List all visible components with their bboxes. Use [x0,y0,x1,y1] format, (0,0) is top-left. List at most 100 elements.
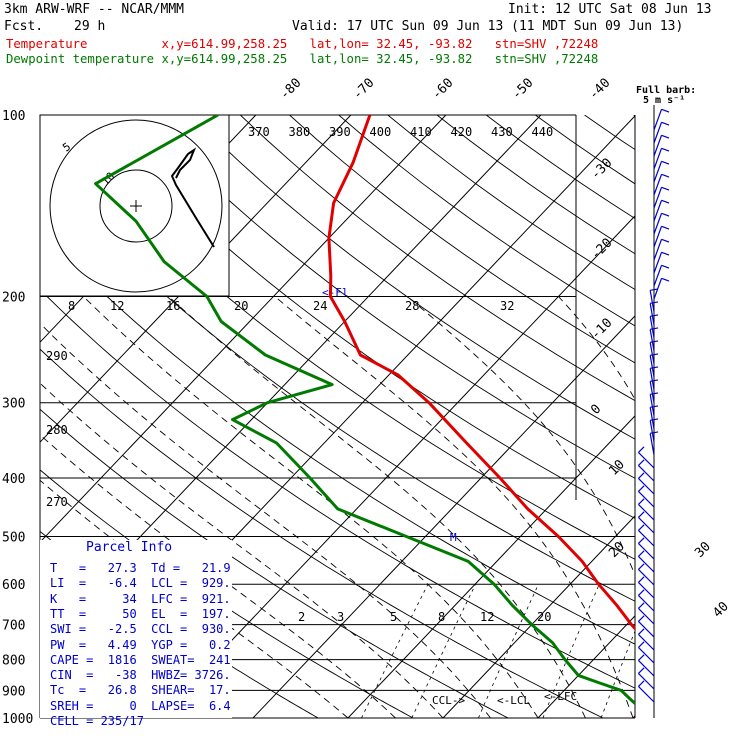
wind-scale-label: 28 [405,299,419,313]
wind-barb [638,459,655,482]
mixing-ratio-label: 2 [298,610,305,624]
isotherm-label: 30 [692,539,714,561]
parcel-info-row: Tc = 26.8 SHEAR= 17. [50,683,231,698]
wind-barb [649,327,659,352]
moist-adiabat [40,382,444,718]
wind-barb [638,550,655,573]
wind-barb [653,212,670,235]
dry-adiabat [141,115,635,479]
theta-label: 420 [451,125,473,139]
lfc-marker: <-LFC [544,690,577,703]
theta-label: 380 [289,125,311,139]
wind-barb [638,680,655,703]
wind-barb [653,134,670,157]
wind-barb [653,238,670,261]
isotherm-label: 10 [606,457,628,479]
parcel-panel-bg [40,540,232,718]
wind-barb [638,485,655,508]
mixing-ratio-label: 8 [438,610,445,624]
wind-barb [649,431,659,456]
dry-adiabat [289,115,635,364]
wind-barb [653,160,670,183]
wind-barb [649,392,659,417]
dewpoint-profile [94,115,635,706]
parcel-info-row: LI = -6.4 LCL = 929. [50,576,231,591]
moist-adiabat [407,296,635,577]
wind-barb [653,108,670,131]
wind-barb [638,472,655,495]
moist-adiabat [558,296,635,401]
mixing-ratio-label: 20 [537,610,551,624]
wind-barb [649,353,659,378]
wind-barb [638,602,655,625]
valid-time: Valid: 17 UTC Sun 09 Jun 13 (11 MDT Sun … [292,19,684,34]
theta-label: 440 [532,125,554,139]
init-time: Init: 12 UTC Sat 08 Jun 13 [508,2,712,17]
wind-barb [638,537,655,560]
wind-scale-label: 12 [110,299,124,313]
theta-label: 400 [370,125,392,139]
isotherm-line [252,315,635,718]
wind-barb [638,589,655,612]
isotherm-label: -80 [277,76,304,103]
wind-barb [638,524,655,547]
wind-barb [638,576,655,599]
dewpoint-legend: Dewpoint temperature x,y=614.99,258.25 l… [6,52,599,66]
mixing-ratio-label: 3 [337,610,344,624]
dry-adiabat [584,115,635,151]
wind-barb [653,147,670,170]
isotherm-label: -70 [350,76,377,103]
wind-barb [649,405,659,430]
isotherm-line [442,515,635,718]
pressure-label: 800 [2,654,25,669]
ccl-marker: CCL-> [432,694,465,707]
wind-barb [638,667,655,690]
isotherm-label: -40 [586,76,613,103]
theta-label: 430 [491,125,513,139]
dry-adiabat [40,348,605,718]
parcel-info-row: CAPE = 1816 SWEAT= 241 [50,652,231,667]
temperature-profile [327,115,635,631]
wind-barb [649,418,659,443]
wind-barb [638,641,655,664]
parcel-info-row: K = 34 LFC = 921. [50,591,231,606]
theta-label: 410 [410,125,432,139]
pressure-label: 900 [2,684,25,699]
isotherm-label: -20 [588,236,615,263]
isotherm-label: 40 [710,599,732,621]
pressure-label: 1000 [2,712,33,727]
wind-scale-label: 8 [68,299,75,313]
parcel-info-row: TT = 50 EL = 197. [50,606,231,621]
parcel-info-row: SREH = 0 LAPSE= 6.4 [50,698,231,713]
dry-adiabat [40,229,635,645]
theta-label: 390 [329,125,351,139]
moist-adiabat [274,296,634,718]
wind-barb [638,615,655,638]
wind-barb [638,446,655,469]
pressure-label: 500 [2,530,25,545]
dry-adiabat [40,169,635,602]
wind-barb [649,366,659,391]
full-barb-units: 5 m s⁻¹ [643,95,686,106]
wind-barb [638,628,655,651]
hodograph-ring [99,169,173,243]
dry-adiabat [633,115,635,117]
forecast-label: Fcst. [4,19,44,34]
pressure-label: 100 [2,109,25,124]
parcel-info-row: T = 27.3 Td = 21.9 [50,561,231,575]
wind-barb [649,340,659,365]
pressure-label: 300 [2,397,25,412]
pressure-label: 700 [2,619,25,634]
dry-adiabat [40,408,510,718]
dry-adiabat [535,115,635,185]
theta-e-label: 280 [46,423,68,437]
wind-barb [653,225,670,248]
theta-e-label: 270 [46,495,68,509]
freezing-level-marker: <-Fl [322,286,349,299]
wind-scale-label: 32 [500,299,514,313]
full-barb-label: Full barb: [636,85,697,96]
wind-barbs [638,105,670,718]
theta-label: 370 [248,125,270,139]
isotherm-line [347,415,635,718]
